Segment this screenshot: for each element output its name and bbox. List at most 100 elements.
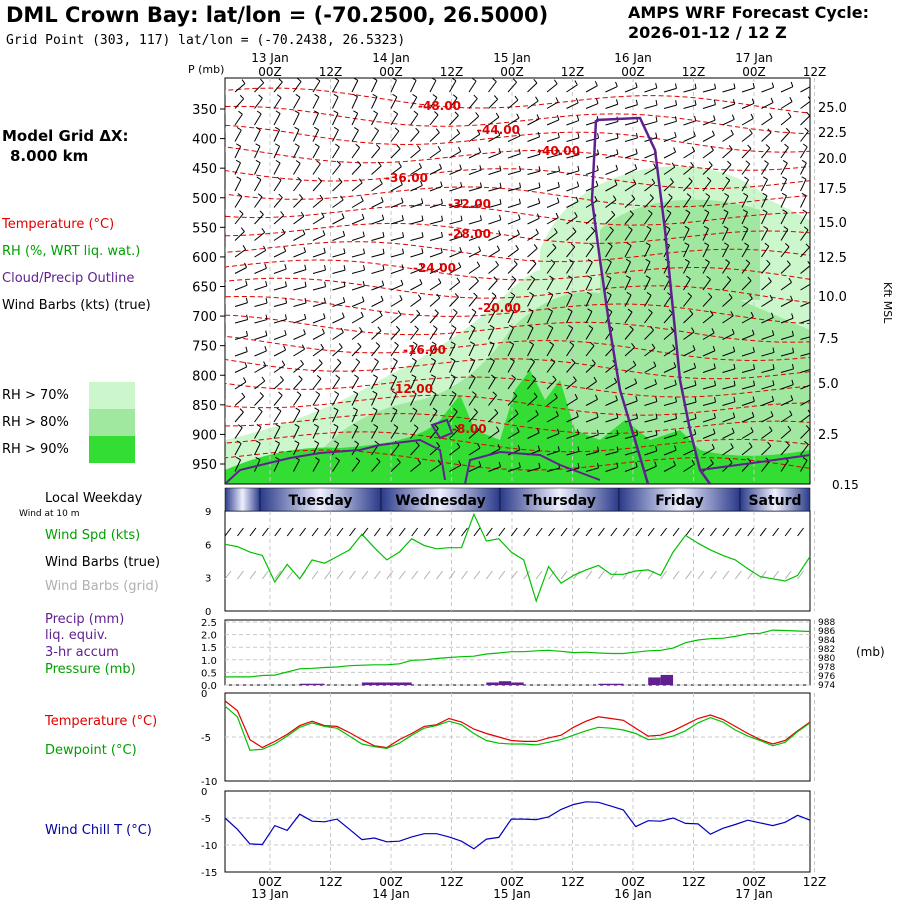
wind-barb	[234, 427, 243, 439]
wind-barb	[585, 416, 599, 423]
grid-wind-barb	[249, 570, 257, 580]
wind-barb	[761, 317, 774, 324]
chill-tick: -10	[201, 841, 217, 852]
wind-barb	[722, 103, 735, 109]
wind-barb	[780, 444, 790, 456]
pressure-tick: 750	[192, 340, 217, 355]
wind-barb	[546, 397, 558, 406]
wind-barb	[449, 281, 461, 291]
wind-barb	[293, 215, 305, 225]
wind-barb	[488, 187, 502, 192]
wind-speed-label: Wind Spd (kts)	[45, 528, 141, 543]
wind-barb	[468, 115, 480, 126]
sfc-wind-barb	[598, 527, 605, 537]
wind-barb-flag	[511, 276, 517, 281]
wind-barb-flag	[513, 391, 518, 397]
wind-barb	[234, 83, 246, 93]
wind-barb	[683, 261, 690, 274]
wind-barb-flag	[533, 78, 538, 84]
wind-barb-flag	[255, 456, 261, 461]
wind-barb	[410, 131, 420, 142]
wind-barb	[644, 329, 654, 340]
wind-barb-flag	[596, 412, 599, 418]
wind-barb	[800, 247, 810, 258]
isotherm	[225, 394, 810, 416]
sfc-wind-barb	[747, 527, 755, 537]
wind-barb	[507, 187, 521, 192]
wind-barb	[566, 216, 578, 225]
wind-barb-flag	[530, 275, 535, 280]
wind-barb-flag	[684, 225, 690, 230]
wind-barb	[293, 348, 305, 357]
wind-barb	[605, 417, 618, 423]
grid-wind-barb	[772, 570, 780, 580]
wind-barb-flag	[752, 347, 755, 353]
wind-barb-flag	[685, 275, 691, 280]
wind-barb	[624, 213, 634, 225]
wind-barb	[371, 300, 384, 307]
wind-barb	[254, 214, 264, 225]
wind-barb	[332, 217, 345, 225]
wind-barb-flag	[594, 80, 598, 86]
precip-bar	[660, 674, 674, 685]
date-label-bottom: 16 Jan	[614, 887, 652, 900]
wind-barb	[741, 400, 755, 406]
wind-barb	[683, 464, 695, 472]
wind-barb-flag	[296, 78, 302, 82]
wind-barb	[761, 460, 770, 472]
wind-tick: 9	[205, 507, 211, 518]
wind-barb-flag	[811, 297, 813, 302]
wind-barb-flag	[764, 160, 769, 164]
wind-barb-flag	[589, 242, 594, 247]
wind-barb-flag	[550, 358, 556, 363]
wind-barb-flag	[478, 147, 482, 153]
wind-barb	[234, 284, 248, 291]
dewpoint-label: Dewpoint (°C)	[45, 743, 137, 758]
wind-barb-flag	[762, 209, 768, 213]
wind-barb-flag	[499, 214, 502, 220]
height-axis-label: Kft MSL	[881, 282, 894, 324]
date-label-bottom: 17 Jan	[735, 887, 773, 900]
wind-barb	[761, 245, 770, 258]
wind-barb-flag	[535, 410, 539, 415]
weekday-label: Tuesday	[289, 493, 353, 509]
wind-barb-flag	[381, 280, 385, 286]
wind-barb	[488, 81, 497, 93]
date-label-top: 16 Jan	[614, 51, 652, 65]
wind-barb-flag	[771, 395, 775, 401]
wind-barb-flag	[415, 441, 420, 446]
wind-barb	[683, 245, 690, 258]
grid-wind-barb	[423, 570, 431, 580]
wind-barb	[507, 279, 517, 291]
wind-barb	[624, 121, 638, 126]
wind-barb-flag	[745, 259, 751, 264]
weekday-bar: Tuesday Wednesday Thursday Friday Saturd	[224, 487, 811, 512]
wind-barb	[234, 366, 247, 373]
wind-barb-flag	[275, 110, 281, 114]
wind-barb-flag	[382, 248, 385, 254]
precip-bar	[361, 682, 375, 685]
wind-barb-flag	[355, 358, 361, 363]
wind-barb	[507, 295, 516, 307]
wind-barb-flag	[653, 361, 657, 367]
wind-barb-flag	[470, 324, 476, 329]
wind-barb	[663, 366, 676, 373]
wind-barb-flag	[771, 330, 775, 336]
wind-barb	[761, 86, 774, 93]
wind-barb	[312, 234, 326, 241]
wind-barb-flag	[274, 143, 280, 147]
wind-barb	[449, 312, 458, 324]
wind-barb-flag	[743, 225, 749, 230]
wind-barb-flag	[711, 328, 715, 334]
time-tick-bottom: 00Z	[500, 875, 524, 889]
wind-barb-flag	[301, 344, 306, 350]
sfc-wind-barb	[734, 527, 742, 537]
wind-barb	[468, 186, 482, 192]
isotherm	[225, 277, 810, 303]
wind-barb	[683, 349, 696, 357]
wind-barb	[683, 120, 696, 126]
wind-barb-flag	[674, 83, 677, 89]
wind-barb-flag	[255, 440, 261, 444]
wind-barb	[546, 186, 560, 192]
wind-barb	[468, 280, 479, 291]
